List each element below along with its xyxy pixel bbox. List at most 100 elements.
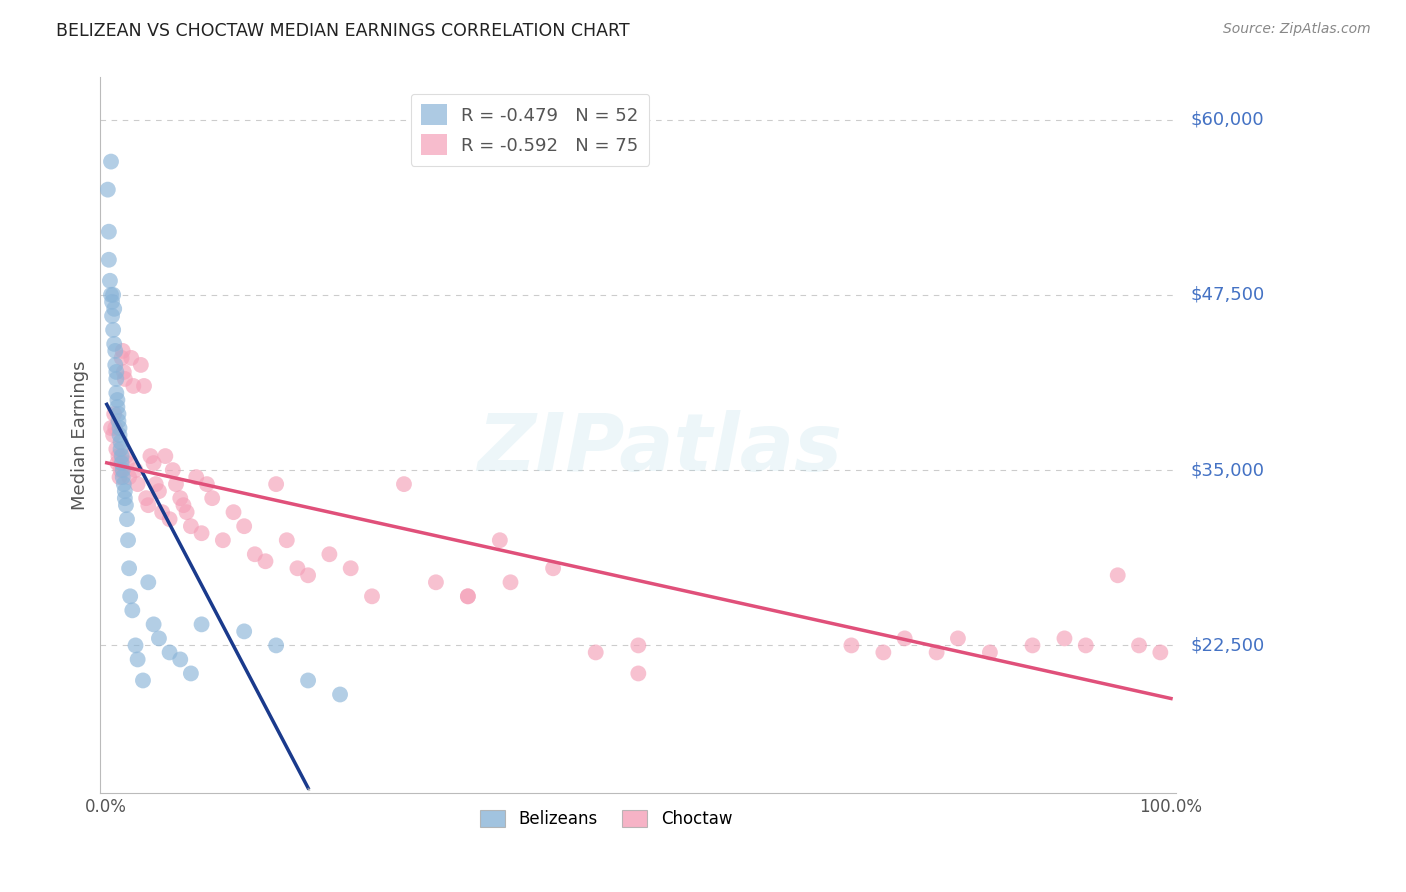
Point <box>627 666 650 681</box>
Point <box>190 526 212 541</box>
Point <box>97 252 120 267</box>
Point <box>108 421 131 435</box>
Point <box>264 477 287 491</box>
Point <box>287 561 309 575</box>
Legend: Belizeans, Choctaw: Belizeans, Choctaw <box>474 803 740 834</box>
Point <box>169 491 191 505</box>
Point <box>1074 639 1097 653</box>
Point <box>101 323 124 337</box>
Point <box>112 477 135 491</box>
Point <box>120 590 142 604</box>
Point <box>264 639 287 653</box>
Point <box>195 477 218 491</box>
Point <box>297 568 319 582</box>
Point <box>159 512 181 526</box>
Point <box>925 645 948 659</box>
Point <box>339 561 361 575</box>
Point <box>127 652 149 666</box>
Point <box>114 372 136 386</box>
Point <box>155 449 177 463</box>
Point <box>111 449 134 463</box>
Point <box>585 645 607 659</box>
Point <box>104 343 127 358</box>
Point <box>1149 645 1171 659</box>
Point <box>392 477 415 491</box>
Point <box>110 442 132 456</box>
Point <box>318 547 340 561</box>
Point <box>105 372 128 386</box>
Point <box>180 519 202 533</box>
Point <box>489 533 512 548</box>
Text: BELIZEAN VS CHOCTAW MEDIAN EARNINGS CORRELATION CHART: BELIZEAN VS CHOCTAW MEDIAN EARNINGS CORR… <box>56 22 630 40</box>
Point <box>117 533 139 548</box>
Point <box>107 449 129 463</box>
Point <box>101 309 124 323</box>
Point <box>115 498 138 512</box>
Point <box>136 498 159 512</box>
Point <box>148 632 170 646</box>
Point <box>276 533 298 548</box>
Point <box>1053 632 1076 646</box>
Point <box>118 470 141 484</box>
Point <box>139 449 162 463</box>
Text: ZIPatlas: ZIPatlas <box>478 410 842 488</box>
Point <box>111 351 134 365</box>
Text: $35,000: $35,000 <box>1191 461 1264 479</box>
Point <box>114 484 136 499</box>
Point <box>105 365 128 379</box>
Point <box>101 288 124 302</box>
Point <box>212 533 235 548</box>
Point <box>105 456 128 470</box>
Point <box>115 449 138 463</box>
Point <box>162 463 184 477</box>
Point <box>1021 639 1043 653</box>
Point <box>118 561 141 575</box>
Point <box>159 645 181 659</box>
Point <box>136 575 159 590</box>
Point <box>111 463 134 477</box>
Text: Source: ZipAtlas.com: Source: ZipAtlas.com <box>1223 22 1371 37</box>
Point <box>105 386 128 401</box>
Point <box>103 337 125 351</box>
Point <box>108 428 131 442</box>
Point <box>1128 639 1150 653</box>
Point <box>100 288 122 302</box>
Point <box>103 407 125 421</box>
Point <box>841 639 863 653</box>
Point <box>186 470 208 484</box>
Text: $22,500: $22,500 <box>1191 636 1264 655</box>
Point <box>190 617 212 632</box>
Text: $47,500: $47,500 <box>1191 285 1264 304</box>
Point <box>180 666 202 681</box>
Point <box>115 512 138 526</box>
Point <box>114 491 136 505</box>
Point <box>142 617 165 632</box>
Point <box>222 505 245 519</box>
Point <box>872 645 894 659</box>
Point <box>165 477 187 491</box>
Point <box>110 463 132 477</box>
Point <box>107 414 129 428</box>
Point <box>457 590 479 604</box>
Point <box>100 154 122 169</box>
Point <box>201 491 224 505</box>
Point <box>104 358 127 372</box>
Point <box>361 590 384 604</box>
Point <box>541 561 564 575</box>
Point <box>176 505 198 519</box>
Point <box>105 400 128 414</box>
Point <box>101 294 124 309</box>
Point <box>127 477 149 491</box>
Point <box>100 421 122 435</box>
Point <box>97 225 120 239</box>
Point <box>169 652 191 666</box>
Point <box>111 343 134 358</box>
Point <box>124 639 146 653</box>
Point <box>142 456 165 470</box>
Point <box>97 183 120 197</box>
Point <box>101 428 124 442</box>
Point <box>108 470 131 484</box>
Point <box>111 456 134 470</box>
Y-axis label: Median Earnings: Median Earnings <box>72 360 89 510</box>
Point <box>145 477 167 491</box>
